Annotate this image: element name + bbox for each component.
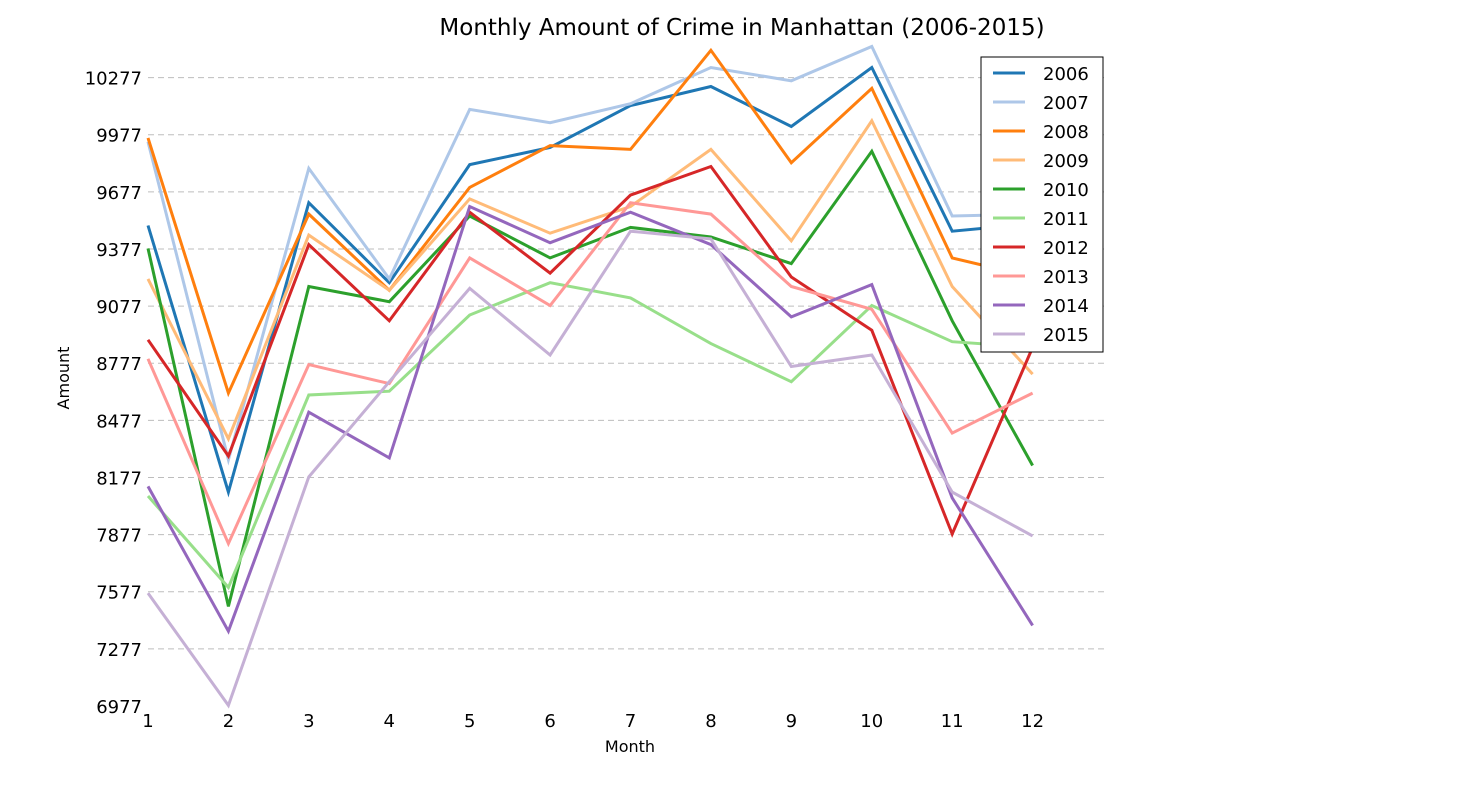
x-tick-label: 11 — [941, 711, 964, 732]
x-tick-label: 9 — [786, 711, 797, 732]
x-tick-label: 6 — [544, 711, 555, 732]
legend-label-2009: 2009 — [1043, 151, 1089, 172]
y-tick-label: 7877 — [96, 526, 142, 547]
x-axis-label: Month — [605, 737, 655, 756]
x-tick-label: 1 — [142, 711, 153, 732]
y-tick-label: 8477 — [96, 411, 142, 432]
legend-label-2006: 2006 — [1043, 64, 1089, 85]
y-tick-label: 10277 — [85, 69, 142, 90]
x-tick-label: 2 — [223, 711, 234, 732]
x-tick-label: 4 — [384, 711, 395, 732]
y-axis-label: Amount — [54, 347, 73, 410]
series-line-2010 — [146, 148, 1034, 607]
y-tick-label: 9977 — [96, 126, 142, 147]
series-line-2012 — [146, 164, 1034, 538]
legend-label-2015: 2015 — [1043, 325, 1089, 346]
legend-label-2013: 2013 — [1043, 267, 1089, 288]
x-tick-label: 7 — [625, 711, 636, 732]
x-tick-label: 3 — [303, 711, 314, 732]
series-line-2009 — [146, 117, 1034, 443]
y-tick-label: 6977 — [96, 697, 142, 718]
series-line-2014 — [146, 204, 1034, 635]
y-tick-label: 8177 — [96, 468, 142, 489]
legend-label-2014: 2014 — [1043, 296, 1089, 317]
y-tick-label: 7277 — [96, 640, 142, 661]
series-line-2007 — [146, 44, 1033, 466]
series-line-2013 — [146, 201, 1034, 548]
x-tick-label: 5 — [464, 711, 475, 732]
y-tick-label: 9077 — [96, 297, 142, 318]
legend-frame — [980, 56, 1104, 353]
x-tick-label: 10 — [860, 711, 883, 732]
legend-label-2012: 2012 — [1043, 238, 1089, 259]
legend: 2006 2007 2008 2009 2010 2011 2012 2013 2014 2015 — [980, 56, 1104, 353]
chart-title: Monthly Amount of Crime in Manhattan (20… — [439, 15, 1044, 41]
series-line-2008 — [146, 47, 1033, 398]
x-axis-ticks: 1 2 3 4 5 6 7 8 9 10 11 12 — [142, 711, 1044, 732]
gridlines — [148, 77, 1107, 650]
y-tick-label: 7577 — [96, 583, 142, 604]
x-tick-label: 12 — [1021, 711, 1044, 732]
y-tick-label: 9377 — [96, 240, 142, 261]
y-tick-label: 8777 — [96, 354, 142, 375]
legend-label-2008: 2008 — [1043, 122, 1089, 143]
y-tick-label: 9677 — [96, 183, 142, 204]
x-tick-label: 8 — [705, 711, 716, 732]
series-line-2006 — [146, 65, 1033, 498]
series-line-2015 — [146, 229, 1034, 709]
legend-label-2010: 2010 — [1043, 180, 1089, 201]
y-axis-ticks: 6977 7277 7577 7877 8177 8477 8777 9077 9377 9677… — [85, 69, 142, 718]
series-line-2011 — [146, 281, 1033, 591]
legend-label-2011: 2011 — [1043, 209, 1089, 230]
series-lines — [146, 44, 1034, 709]
legend-label-2007: 2007 — [1043, 93, 1089, 114]
